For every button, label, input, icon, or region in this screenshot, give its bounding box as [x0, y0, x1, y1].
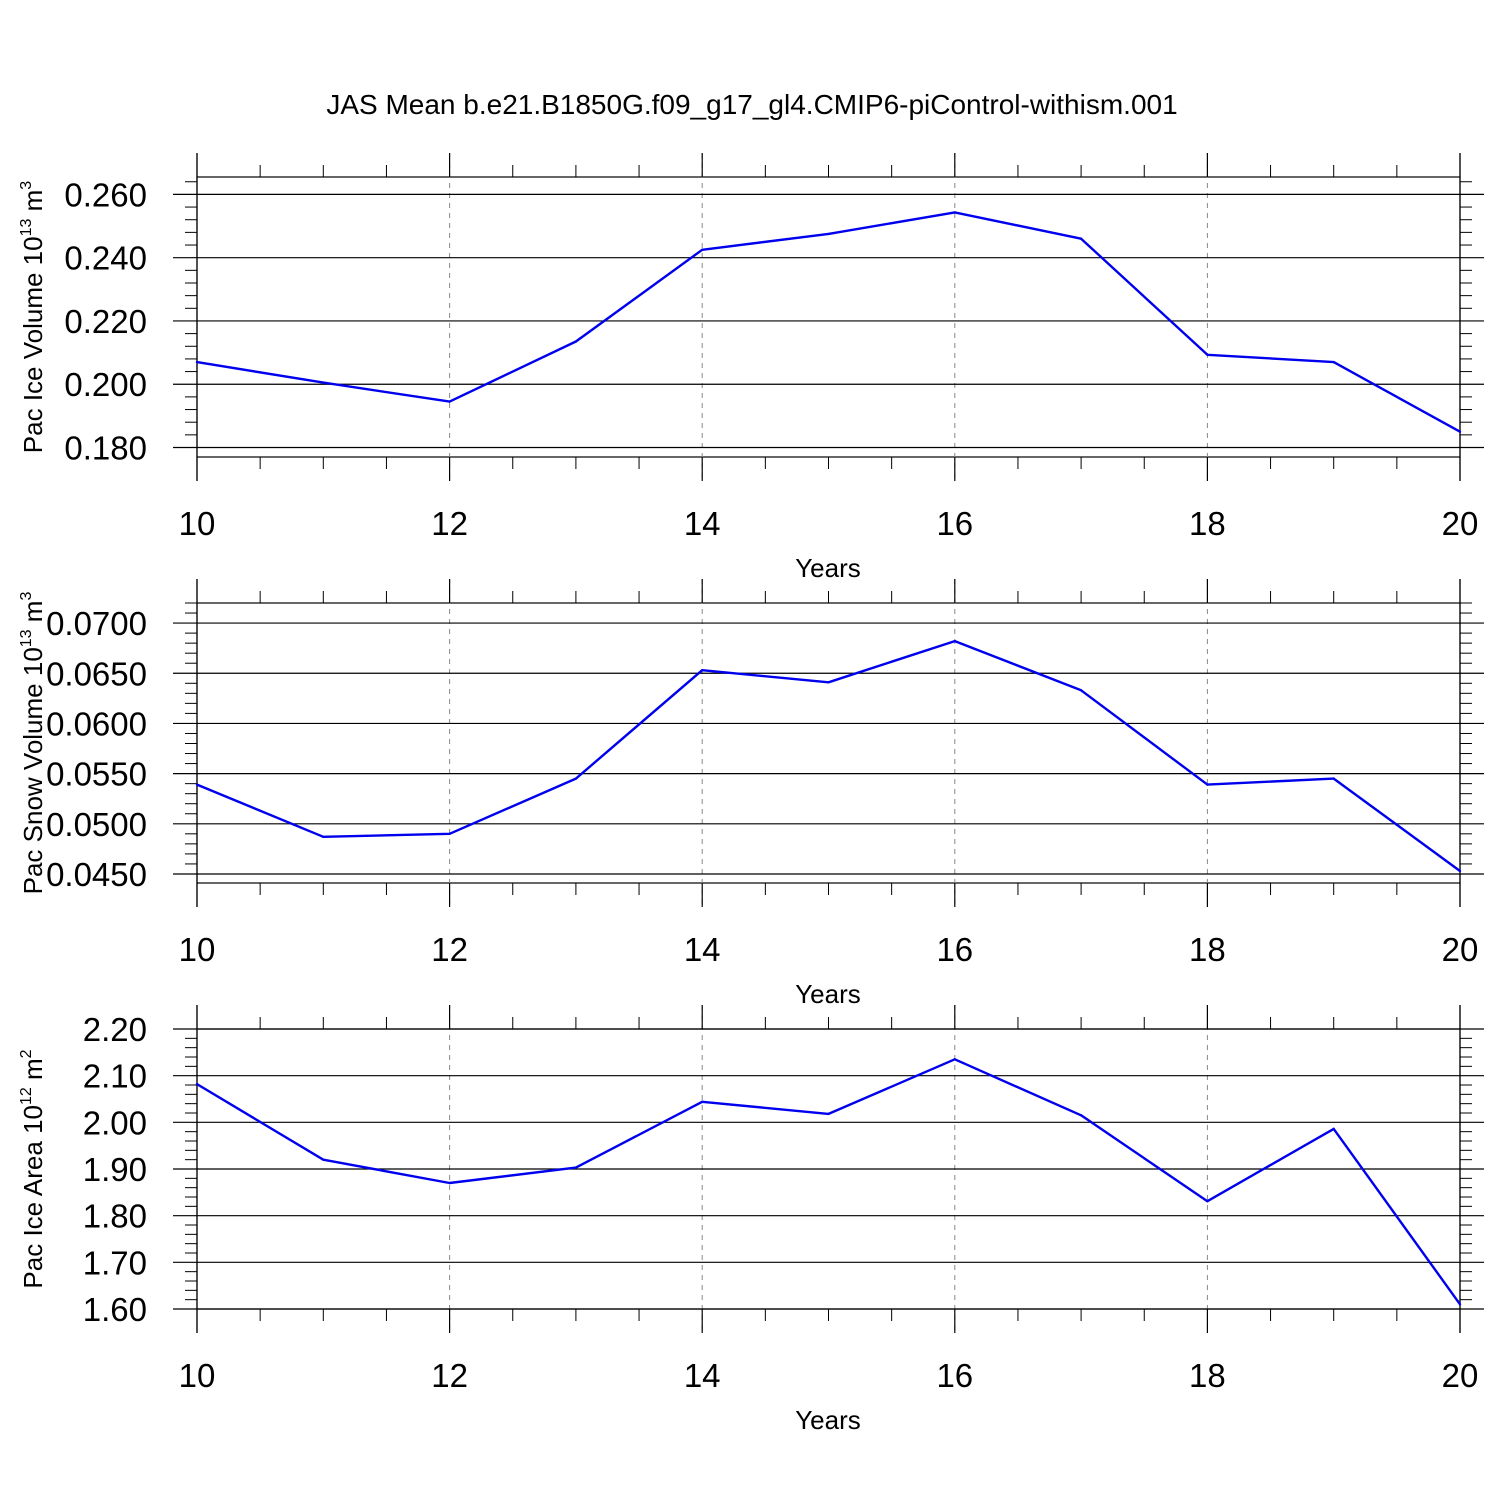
data-point: [448, 400, 451, 403]
data-point: [574, 340, 578, 343]
y-tick-label: 1.70: [83, 1244, 147, 1281]
data-point: [953, 1058, 956, 1061]
x-tick-label: 16: [936, 931, 973, 968]
x-tick-label: 12: [431, 931, 468, 968]
data-point: [1206, 783, 1209, 786]
data-point: [1206, 353, 1209, 357]
x-tick-label: 18: [1189, 505, 1226, 542]
data-point: [1079, 237, 1083, 240]
data-point: [1079, 689, 1083, 692]
y-axis-title: Pac Ice Area 1012 m2: [18, 1049, 48, 1288]
data-point: [1079, 1114, 1083, 1117]
x-tick-label: 20: [1442, 1357, 1479, 1394]
data-point: [448, 1181, 451, 1185]
x-tick-label: 16: [936, 505, 973, 542]
y-tick-label: 0.0700: [46, 605, 147, 642]
data-point: [1332, 1127, 1335, 1131]
y-tick-label: 0.0650: [46, 655, 147, 692]
data-point: [827, 681, 830, 684]
x-tick-label: 20: [1442, 931, 1479, 968]
data-point: [827, 232, 830, 236]
plot-frame: [196, 176, 1461, 458]
y-axis-title: Pac Snow Volume 1013 m3: [18, 592, 48, 895]
data-point: [195, 783, 199, 786]
x-axis-title: Years: [795, 1405, 861, 1435]
y-tick-label: 1.80: [83, 1198, 147, 1235]
series-line: [196, 1058, 1461, 1306]
data-point: [322, 835, 325, 839]
series-line: [196, 639, 1461, 872]
data-point: [448, 832, 451, 836]
data-point: [574, 1166, 578, 1169]
x-tick-label: 14: [684, 505, 721, 542]
x-tick-label: 20: [1442, 505, 1479, 542]
data-point: [574, 777, 578, 780]
data-point: [322, 1158, 325, 1161]
data-point: [1458, 430, 1462, 433]
panel-ice-area: 1.60 1.70 1.80 1.90 2.00 2.10 2.20 10 12 14 16 18 20…: [18, 1005, 1484, 1435]
y-tick-label: 0.0600: [46, 705, 147, 742]
data-point: [1458, 1303, 1462, 1306]
y-tick-label: 2.20: [83, 1011, 147, 1048]
y-tick-label: 1.90: [83, 1151, 147, 1188]
y-tick-label: 0.0550: [46, 756, 147, 793]
data-point: [953, 639, 956, 643]
plot-frame: [196, 602, 1461, 884]
y-tick-label: 0.0500: [46, 806, 147, 843]
x-tick-label: 12: [431, 505, 468, 542]
data-point: [827, 1112, 830, 1116]
data-point: [1332, 360, 1335, 364]
data-point: [195, 360, 199, 364]
data-point: [701, 1100, 704, 1104]
y-tick-label: 0.180: [64, 430, 147, 467]
data-point: [1206, 1200, 1209, 1203]
y-tick-label: 2.00: [83, 1104, 147, 1141]
panel-snow-volume: 0.0450 0.0500 0.0550 0.0600 0.0650 0.0700 10 12…: [18, 579, 1484, 1009]
y-tick-label: 1.60: [83, 1291, 147, 1328]
x-tick-label: 10: [179, 1357, 216, 1394]
data-point: [1458, 869, 1462, 873]
x-tick-label: 10: [179, 931, 216, 968]
data-point: [195, 1082, 199, 1086]
x-tick-label: 14: [684, 931, 721, 968]
series-line: [196, 211, 1461, 433]
panel-ice-volume: 0.180 0.200 0.220 0.240 0.260 10 12 14 16 18 20 Yea…: [18, 153, 1484, 583]
data-point: [1332, 777, 1335, 780]
y-tick-label: 0.200: [64, 366, 147, 403]
y-tick-label: 0.220: [64, 303, 147, 340]
data-point: [701, 248, 704, 251]
data-point: [701, 669, 704, 672]
y-tick-label: 0.260: [64, 176, 147, 213]
x-tick-label: 14: [684, 1357, 721, 1394]
y-axis-title: Pac Ice Volume 1013 m3: [18, 181, 48, 454]
y-tick-label: 0.240: [64, 240, 147, 277]
x-axis-title: Years: [795, 979, 861, 1009]
y-tick-label: 0.0450: [46, 856, 147, 893]
x-tick-label: 12: [431, 1357, 468, 1394]
x-tick-label: 18: [1189, 931, 1226, 968]
x-tick-label: 18: [1189, 1357, 1226, 1394]
y-tick-label: 2.10: [83, 1058, 147, 1095]
data-point: [322, 381, 325, 384]
x-tick-label: 10: [179, 505, 216, 542]
x-tick-label: 16: [936, 1357, 973, 1394]
figure-title: JAS Mean b.e21.B1850G.f09_g17_gl4.CMIP6-…: [326, 89, 1177, 120]
x-axis-title: Years: [795, 553, 861, 583]
data-point: [953, 211, 956, 214]
